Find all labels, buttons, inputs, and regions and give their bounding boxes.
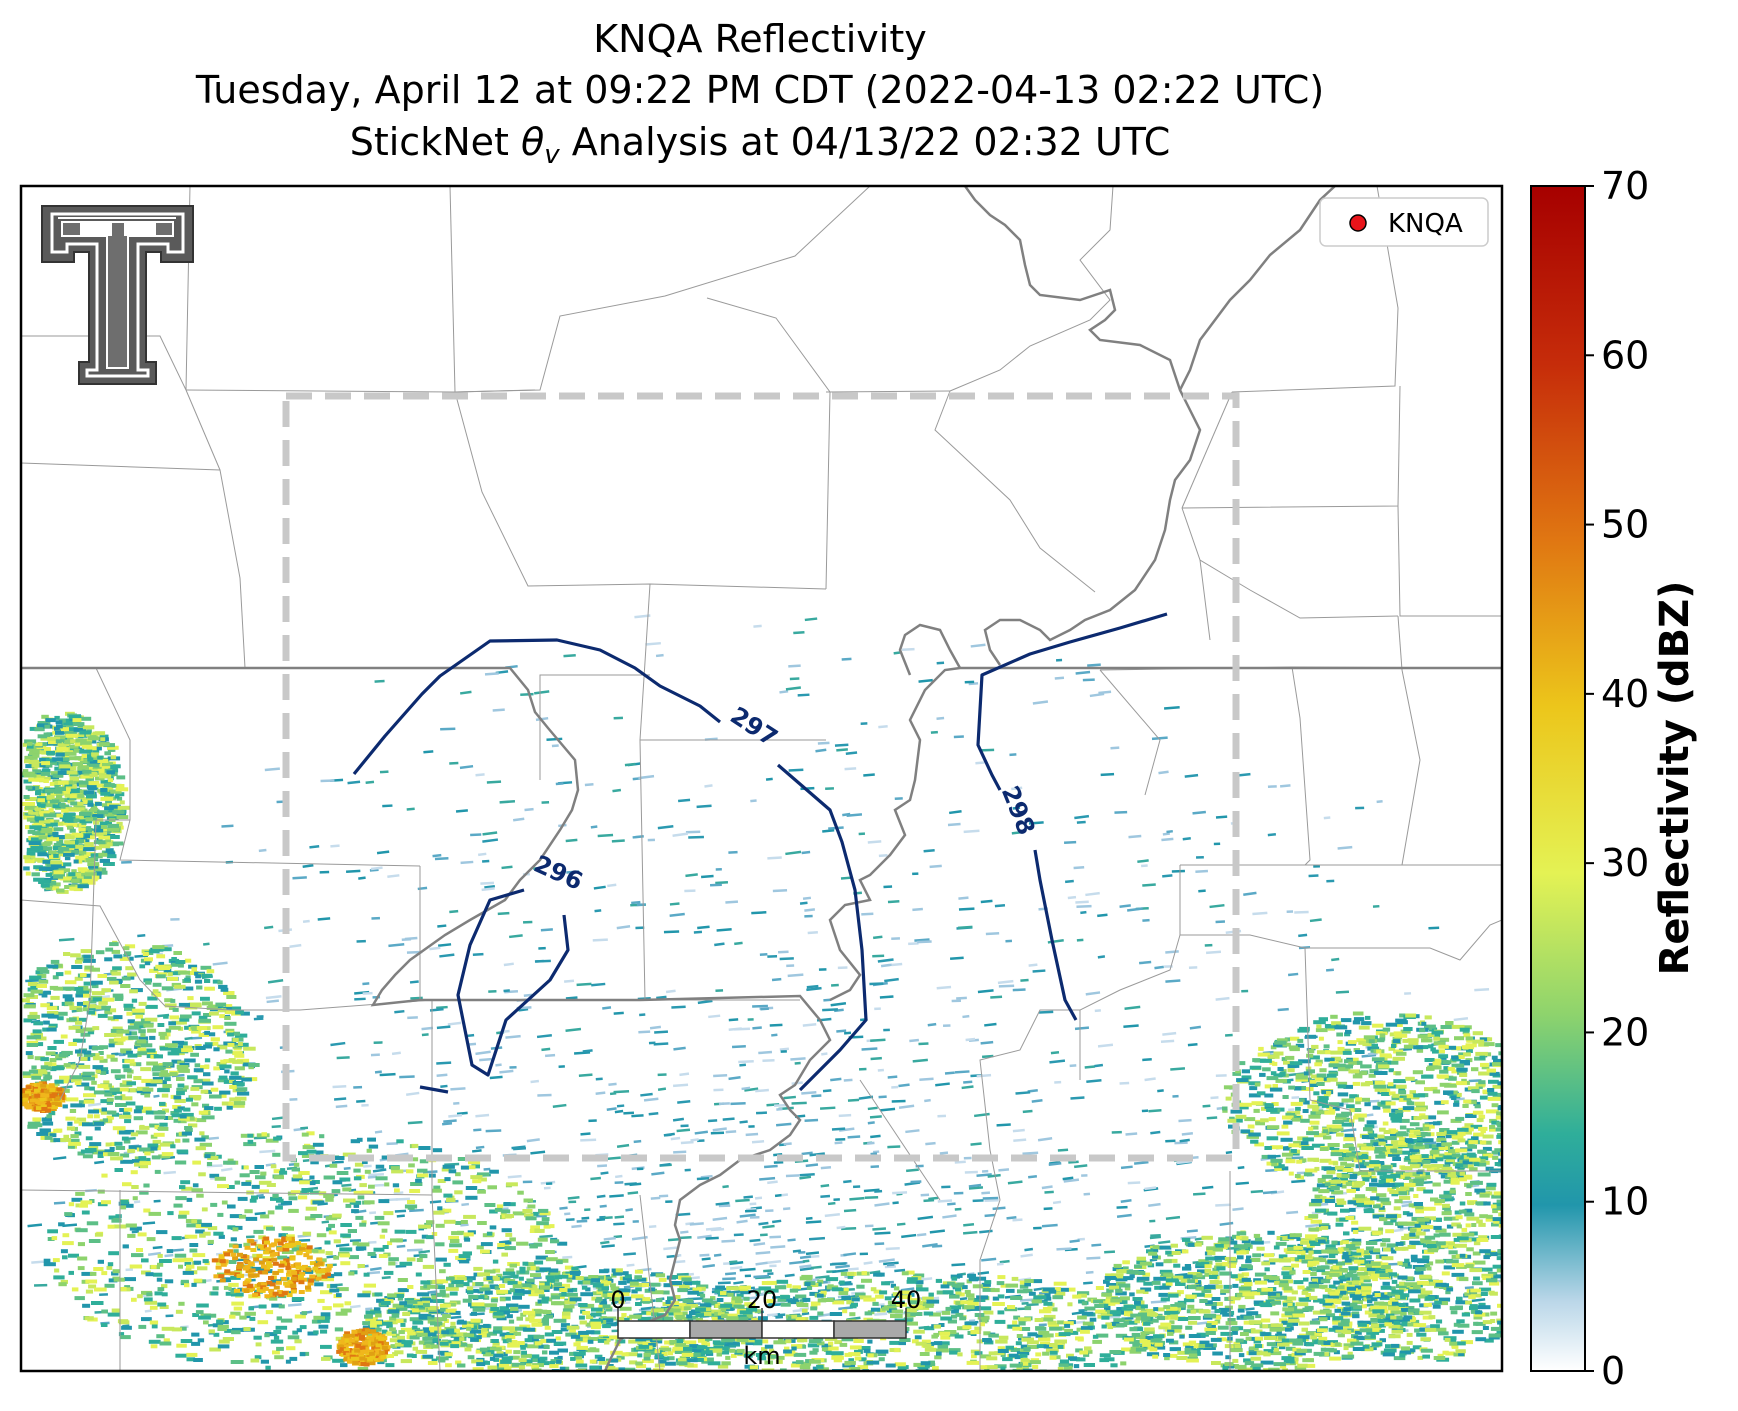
- colorbar-tick-label: 70: [1601, 164, 1649, 208]
- theta-subscript: v: [544, 140, 560, 170]
- contour-296-fragment: [419, 1085, 449, 1094]
- theta-symbol: θ: [521, 120, 544, 164]
- legend-label: KNQA: [1388, 209, 1463, 239]
- contour-297-line-lower: [776, 763, 868, 1092]
- legend-box: [1319, 197, 1489, 247]
- colorbar-tick-label: 60: [1601, 333, 1649, 377]
- scale-label-0: 0: [610, 1286, 625, 1314]
- colorbar-tick-label: 30: [1601, 841, 1649, 885]
- colorbar-tick-label: 40: [1601, 672, 1649, 716]
- colorbar-label: Reflectivity (dBZ): [1652, 581, 1698, 976]
- scale-segment-4: [833, 1320, 907, 1339]
- title-line-3: StickNet θv Analysis at 04/13/22 02:32 U…: [350, 120, 1171, 170]
- map-panel[interactable]: 297 296 298 0 20 40 km: [18, 184, 1513, 1375]
- colorbar-tick-label: 50: [1601, 503, 1649, 547]
- texas-tech-double-t-logo: [41, 205, 194, 385]
- theta-v-contours: [352, 612, 1168, 1094]
- analysis-domain-box: [282, 392, 1240, 1162]
- scale-segment-2: [689, 1320, 763, 1339]
- scale-bar: 0 20 40 km: [610, 1286, 921, 1370]
- colorbar-tick-label: 10: [1601, 1180, 1649, 1224]
- figure-title: KNQA Reflectivity Tuesday, April 12 at 0…: [195, 17, 1324, 170]
- colorbar-gradient: [1530, 185, 1586, 1372]
- radar-site-marker: [1349, 214, 1367, 232]
- colorbar-tick-label: 0: [1601, 1349, 1625, 1393]
- scale-label-40: 40: [891, 1286, 922, 1314]
- contour-297-line: [352, 638, 721, 776]
- colorbar-tick-label: 20: [1601, 1010, 1649, 1054]
- contour-298-line: [976, 612, 1168, 791]
- title-line-2: Tuesday, April 12 at 09:22 PM CDT (2022-…: [195, 68, 1324, 112]
- colorbar-ticks: 0 10 20 30 40 50 60 70: [1585, 164, 1649, 1393]
- scale-segment-3: [761, 1320, 835, 1339]
- map-background: [21, 186, 1502, 1371]
- colorbar: 0 10 20 30 40 50 60 70 Reflectivity (dBZ): [1530, 164, 1698, 1393]
- title-line-3-prefix: StickNet: [350, 120, 521, 164]
- legend: KNQA: [1319, 197, 1489, 247]
- state-boundaries: [21, 186, 1502, 1371]
- contour-298-line-lower: [1033, 849, 1078, 1021]
- title-line-1: KNQA Reflectivity: [593, 17, 927, 61]
- contour-296-line: [456, 888, 570, 1077]
- scale-label-20: 20: [747, 1286, 778, 1314]
- reflectivity-field: [21, 614, 1502, 1371]
- scale-unit: km: [743, 1342, 780, 1370]
- title-line-3-suffix: Analysis at 04/13/22 02:32 UTC: [560, 120, 1171, 164]
- map-frame: [19, 184, 1504, 1373]
- scale-segment-1: [617, 1320, 691, 1339]
